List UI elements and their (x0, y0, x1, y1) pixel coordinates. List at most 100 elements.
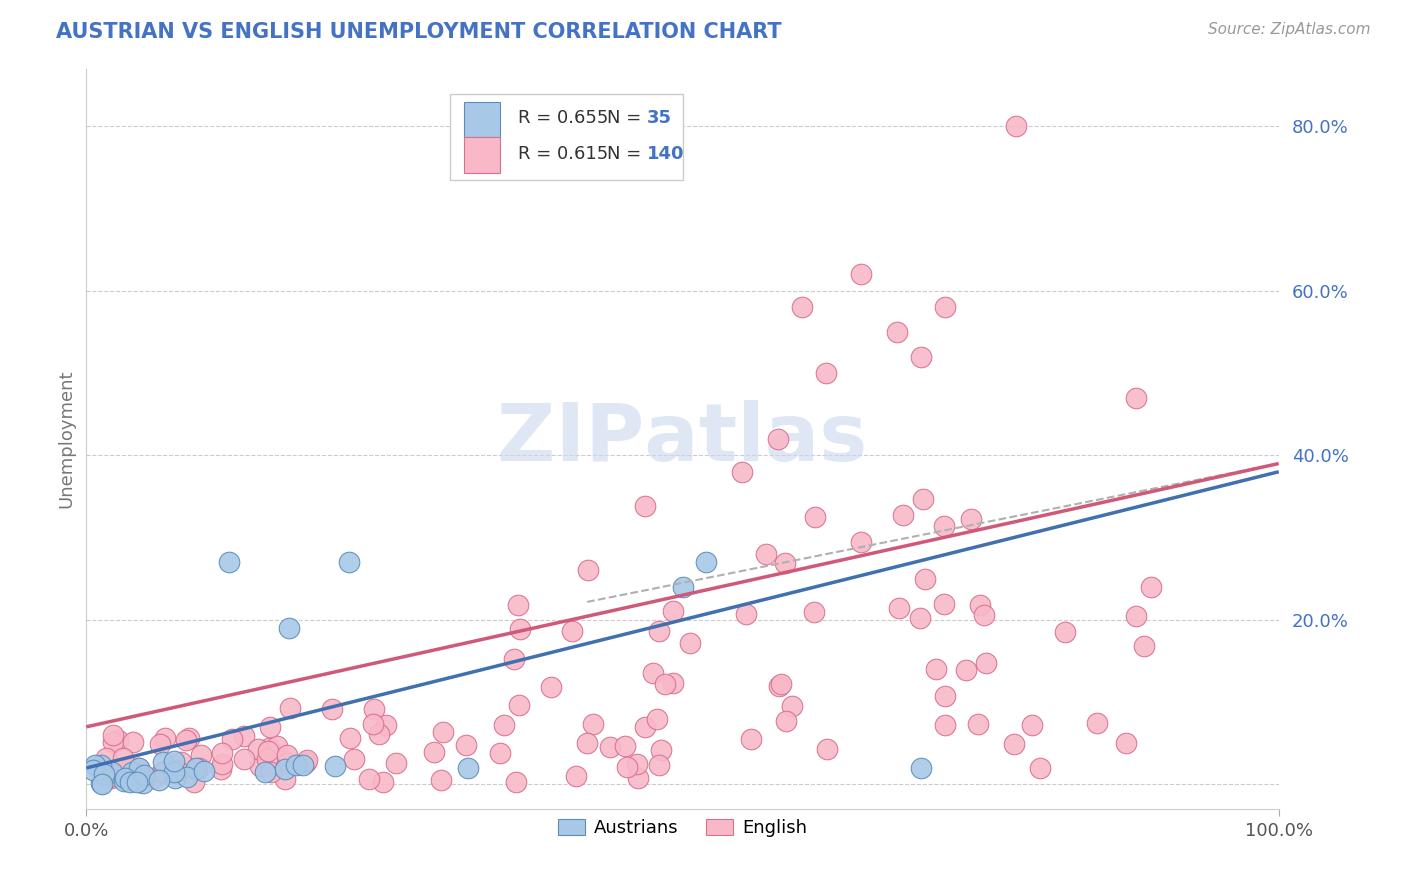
Point (170, 755, 193, 769)
Point (575, 736, 598, 750)
Point (502, 652, 524, 666)
Point (616, 760, 638, 774)
Point (254, 765, 277, 780)
Text: N =: N = (607, 145, 641, 163)
Point (932, 598, 955, 612)
Point (647, 624, 669, 639)
Point (142, 771, 165, 785)
Point (1125, 391, 1147, 405)
Point (90, 758, 112, 772)
Point (98, 770, 121, 784)
Point (565, 769, 588, 783)
Point (886, 325, 908, 339)
Text: 35: 35 (647, 109, 672, 128)
Point (257, 744, 280, 758)
Point (509, 623, 531, 637)
Point (804, 509, 827, 524)
Point (769, 677, 792, 691)
Point (174, 732, 197, 747)
FancyBboxPatch shape (450, 95, 682, 179)
Point (508, 598, 530, 612)
Point (249, 759, 271, 773)
Point (337, 555, 360, 569)
Point (599, 740, 621, 755)
Point (218, 555, 240, 569)
Point (679, 636, 702, 650)
Point (103, 735, 125, 749)
Point (780, 698, 803, 713)
Point (256, 752, 278, 766)
Text: 140: 140 (647, 145, 685, 163)
Point (925, 662, 948, 676)
Point (128, 761, 150, 775)
Point (641, 665, 664, 680)
Point (90, 776, 112, 790)
Point (125, 766, 148, 780)
Point (291, 758, 314, 772)
Point (84, 757, 107, 772)
Point (849, 535, 872, 549)
Point (773, 556, 796, 570)
Point (932, 519, 955, 533)
Point (910, 610, 932, 624)
Point (887, 600, 910, 615)
Point (576, 563, 599, 577)
Point (177, 731, 200, 745)
Point (371, 775, 394, 789)
Point (914, 572, 936, 586)
Point (266, 739, 288, 753)
Point (112, 773, 135, 788)
Text: AUSTRIAN VS ENGLISH UNEMPLOYMENT CORRELATION CHART: AUSTRIAN VS ENGLISH UNEMPLOYMENT CORRELA… (56, 22, 782, 42)
Point (160, 764, 183, 779)
Point (973, 608, 995, 623)
Point (494, 718, 516, 732)
Point (363, 717, 385, 731)
Point (257, 741, 280, 756)
Point (111, 751, 134, 765)
Point (1115, 736, 1137, 750)
Point (456, 738, 478, 752)
Point (910, 761, 932, 775)
Point (96, 750, 118, 764)
Point (163, 764, 186, 779)
Text: R = 0.655: R = 0.655 (517, 109, 609, 128)
Text: R = 0.615: R = 0.615 (517, 145, 609, 163)
Point (740, 732, 762, 747)
Point (648, 758, 671, 772)
Point (259, 720, 281, 734)
Point (149, 737, 172, 751)
Point (184, 761, 207, 775)
Point (260, 765, 283, 780)
Point (851, 267, 873, 281)
Point (274, 762, 297, 776)
Point (1085, 715, 1108, 730)
Point (357, 772, 380, 786)
Point (153, 764, 176, 779)
Point (891, 508, 914, 522)
Point (148, 772, 170, 787)
Point (1002, 737, 1025, 751)
Point (423, 745, 446, 759)
Point (107, 733, 129, 747)
Point (1054, 625, 1077, 640)
Point (150, 764, 173, 779)
Point (121, 764, 143, 779)
Point (561, 624, 583, 638)
Point (645, 712, 668, 726)
Point (101, 728, 124, 742)
Point (662, 675, 685, 690)
Point (278, 621, 301, 635)
Point (814, 366, 837, 380)
Point (803, 605, 825, 619)
Point (775, 714, 797, 728)
Point (118, 762, 141, 776)
Point (955, 663, 977, 677)
Point (626, 757, 648, 772)
Y-axis label: Unemployment: Unemployment (58, 369, 75, 508)
Point (374, 718, 396, 732)
Point (323, 759, 346, 773)
Point (93, 767, 115, 781)
Point (232, 729, 254, 743)
Point (152, 755, 174, 769)
Point (540, 680, 562, 694)
